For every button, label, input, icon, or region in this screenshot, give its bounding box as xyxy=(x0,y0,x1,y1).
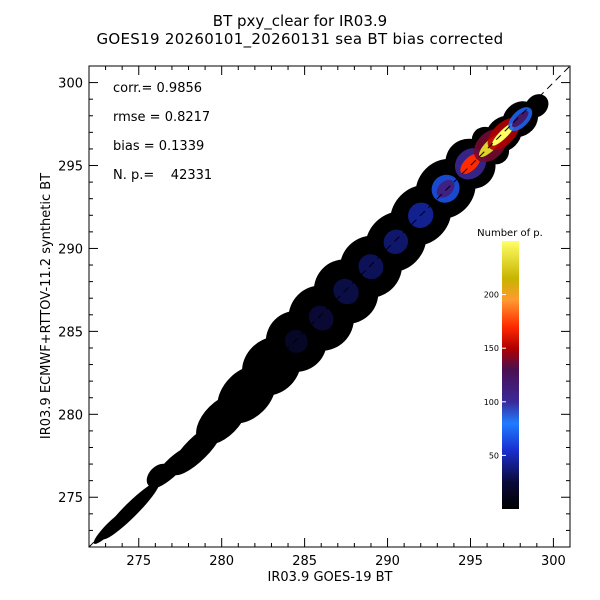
density-layer xyxy=(93,94,549,544)
y-tick-label: 285 xyxy=(58,325,83,340)
colorbar-ramp xyxy=(502,241,519,509)
density-cell xyxy=(308,305,334,331)
y-axis-label: IR03.9 ECMWF+RTTOV-11.2 synthetic BT xyxy=(39,173,54,439)
density-cell-core xyxy=(460,153,481,174)
density-cell xyxy=(383,229,409,255)
density-cell-core xyxy=(436,179,455,198)
colorbar-ticks: 50 100 150 200 xyxy=(484,291,506,460)
x-axis: 275 280 285 290 295 300 xyxy=(88,66,571,569)
colorbar-tick-label: 50 xyxy=(489,451,499,460)
x-tick-label: 300 xyxy=(541,554,566,569)
chart-subtitle: GOES19 20260101_20260131 sea BT bias cor… xyxy=(96,30,504,48)
y-tick-label: 275 xyxy=(58,491,83,506)
density-cell-core xyxy=(512,110,529,128)
colorbar: Number of p. 50 100 150 200 xyxy=(477,228,543,509)
colorbar-tick-label: 100 xyxy=(484,398,499,407)
x-tick-label: 285 xyxy=(292,554,317,569)
x-tick-label: 290 xyxy=(375,554,400,569)
x-tick-label: 275 xyxy=(126,554,151,569)
chart-title: BT pxy_clear for IR03.9 xyxy=(212,12,388,30)
x-tick-label: 295 xyxy=(458,554,483,569)
y-tick-label: 295 xyxy=(58,160,83,175)
density-cell xyxy=(284,329,308,353)
colorbar-title: Number of p. xyxy=(477,228,543,239)
y-axis: 275 280 285 290 295 300 xyxy=(58,65,570,548)
plot-area xyxy=(88,65,571,548)
stat-npoints: N. p.= 42331 xyxy=(113,168,212,183)
y-tick-label: 280 xyxy=(58,408,83,423)
reference-line xyxy=(88,65,571,548)
x-tick-label: 280 xyxy=(209,554,234,569)
density-cell xyxy=(358,254,384,280)
density-cell xyxy=(333,278,359,305)
density-cell-envelope xyxy=(101,481,160,540)
colorbar-tick-label: 200 xyxy=(484,291,499,300)
y-tick-label: 300 xyxy=(58,77,83,92)
x-axis-label: IR03.9 GOES-19 BT xyxy=(268,570,393,585)
stats-block: corr.= 0.9856 rmse = 0.8217 bias = 0.133… xyxy=(113,81,212,183)
stat-rmse: rmse = 0.8217 xyxy=(113,110,210,125)
y-tick-label: 290 xyxy=(58,242,83,257)
stat-bias: bias = 0.1339 xyxy=(113,139,204,154)
colorbar-tick-label: 150 xyxy=(484,344,499,353)
stat-corr: corr.= 0.9856 xyxy=(113,81,202,96)
